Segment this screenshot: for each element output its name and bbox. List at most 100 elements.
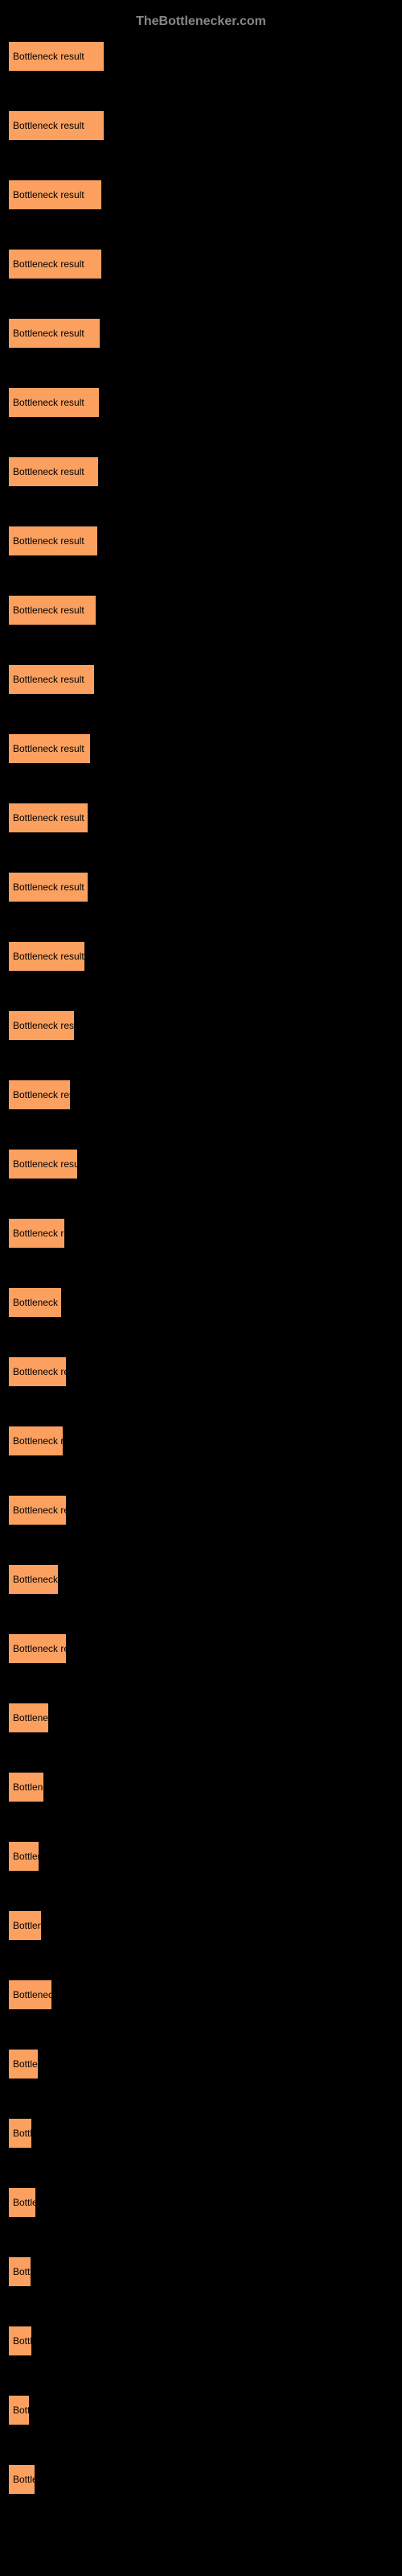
bottleneck-bar[interactable]: Bottleneck result	[8, 1426, 64, 1456]
bottleneck-bar[interactable]: Bottleneck resul	[8, 1287, 62, 1318]
bottleneck-bar[interactable]: Bottleneck resu	[8, 1564, 59, 1595]
bar-label: Bottleneck resu	[13, 1574, 58, 1585]
bar-row: Bottleneck result	[8, 803, 394, 833]
bar-label: Bottleneck result	[13, 605, 84, 616]
bar-row: Bottleneck result	[8, 664, 394, 695]
bar-label: Bottle	[13, 2266, 31, 2277]
bottleneck-bar[interactable]: Bottleneck result	[8, 733, 91, 764]
bar-row: Bottleneck result	[8, 387, 394, 418]
bar-label: Bottlene	[13, 2058, 38, 2070]
bottleneck-bar[interactable]: Bottleneck result	[8, 595, 96, 625]
bottleneck-bar[interactable]: Bottleneck result	[8, 1218, 65, 1249]
bottleneck-bar[interactable]: Bottleneck result	[8, 387, 100, 418]
bar-label: Bottleneck result	[13, 1020, 74, 1031]
bottleneck-bar[interactable]: Bottle	[8, 2256, 31, 2287]
bar-label: Bottleneck re	[13, 1989, 51, 2000]
bar-row: Bottleneck r	[8, 1703, 394, 1733]
bar-label: Bottleneck result	[13, 1366, 66, 1377]
header-link[interactable]: TheBottlenecker.com	[0, 8, 402, 41]
bottleneck-bar[interactable]: Bottleneck result	[8, 1149, 78, 1179]
bottleneck-bar[interactable]: Bottlene	[8, 1841, 39, 1872]
bottleneck-bar[interactable]: Bottleneck result	[8, 249, 102, 279]
bar-row: Bottle	[8, 2256, 394, 2287]
bar-value: 4.	[100, 41, 113, 72]
bottleneck-bar[interactable]: Bottleneck result	[8, 526, 98, 556]
bar-value: 4	[95, 526, 104, 556]
bar-row: Bottleneck result	[8, 595, 394, 625]
bottleneck-bar[interactable]: Bottleneck result	[8, 41, 105, 72]
bar-row: Bottlene	[8, 1841, 394, 1872]
bar-label: Bottleneck result	[13, 1505, 66, 1516]
bar-row: Bottleneck result	[8, 1010, 394, 1041]
bar-row: Bottleneck result 4	[8, 318, 394, 349]
bar-row: Bottleneck re	[8, 1979, 394, 2010]
bar-row: Bottleneck result	[8, 1218, 394, 1249]
bar-label: Bottleneck result	[13, 951, 84, 962]
bottleneck-bar[interactable]: Bottlen	[8, 2464, 35, 2495]
bar-row: Bottleneck result 4	[8, 180, 394, 210]
bar-label: Bottleneck result	[13, 1435, 63, 1447]
bar-value: 4	[96, 456, 105, 487]
bottleneck-bar[interactable]: Bottleneck result	[8, 1356, 67, 1387]
bar-label: Bottleneck result	[13, 535, 84, 547]
bottleneck-bar[interactable]: Bottlenec	[8, 1910, 42, 1941]
bottleneck-bar[interactable]: Bottlen	[8, 2187, 36, 2218]
bottleneck-bar[interactable]: Bottleneck result	[8, 180, 102, 210]
bar-row: Bottleneck result4.	[8, 110, 394, 141]
bottleneck-bar[interactable]: Bottleneck result	[8, 872, 88, 902]
bottleneck-bar[interactable]: Bottle	[8, 2118, 32, 2149]
bar-row: Bottleneck	[8, 1772, 394, 1802]
bar-row: Bottle	[8, 2118, 394, 2149]
bottleneck-bar[interactable]: Bottleneck result	[8, 1633, 67, 1664]
bar-row: Bottlenec	[8, 1910, 394, 1941]
bar-row: Bottleneck result 4	[8, 526, 394, 556]
bottleneck-bar[interactable]: Bottleneck result	[8, 1080, 71, 1110]
bar-label: Bottleneck result	[13, 1158, 77, 1170]
bar-value: 4	[99, 180, 108, 210]
bar-label: Bottleneck result	[13, 328, 84, 339]
bar-row: Bottlen	[8, 2187, 394, 2218]
bar-row: Bottlene	[8, 2049, 394, 2079]
bar-row: Bottleneck result4	[8, 456, 394, 487]
bottleneck-bar[interactable]: Bottleneck r	[8, 1703, 49, 1733]
bar-label: Bottle	[13, 2335, 31, 2347]
bar-value: 4	[98, 249, 107, 279]
bar-label: Bottleneck resul	[13, 1297, 61, 1308]
bottleneck-bar[interactable]: Bottleneck	[8, 1772, 44, 1802]
bar-row: Bottleneck result	[8, 1495, 394, 1525]
bar-label: Bottleneck result	[13, 258, 84, 270]
bar-row: Bottleneck result	[8, 872, 394, 902]
bar-row: Bottleneck result 4	[8, 249, 394, 279]
bar-value: 4	[97, 318, 106, 349]
bar-label: Bottleneck result	[13, 397, 84, 408]
bottleneck-bar[interactable]: Bottleneck result	[8, 456, 99, 487]
bottleneck-bar[interactable]: Bottleneck result	[8, 1010, 75, 1041]
bottleneck-bar[interactable]: Bottleneck result	[8, 318, 100, 349]
bottleneck-bar[interactable]: Bottl	[8, 2395, 30, 2425]
chart-container: Bottleneck result4.Bottleneck result4.Bo…	[0, 41, 402, 2495]
bar-label: Bottleneck result	[13, 1643, 66, 1654]
bar-row: Bottl	[8, 2395, 394, 2425]
bottleneck-bar[interactable]: Bottle	[8, 2326, 32, 2356]
bottleneck-bar[interactable]: Bottleneck re	[8, 1979, 52, 2010]
bar-label: Bottleneck result	[13, 812, 84, 824]
bar-value: 4.	[100, 110, 113, 141]
bar-row: Bottleneck result	[8, 1633, 394, 1664]
bar-row: Bottleneck result	[8, 1149, 394, 1179]
bar-label: Bottlenec	[13, 1920, 41, 1931]
bar-label: Bottleneck r	[13, 1712, 48, 1724]
bar-label: Bottlene	[13, 1851, 39, 1862]
bottleneck-bar[interactable]: Bottleneck result	[8, 803, 88, 833]
bar-label: Bottlen	[13, 2474, 35, 2485]
bottleneck-bar[interactable]: Bottleneck result	[8, 1495, 67, 1525]
bar-row: Bottleneck resu	[8, 1564, 394, 1595]
bottleneck-bar[interactable]: Bottleneck result	[8, 941, 85, 972]
bar-label: Bottleneck result	[13, 189, 84, 200]
bar-row: Bottleneck result	[8, 733, 394, 764]
bar-row: Bottle	[8, 2326, 394, 2356]
bottleneck-bar[interactable]: Bottleneck result	[8, 664, 95, 695]
bottleneck-bar[interactable]: Bottleneck result	[8, 110, 105, 141]
bar-row: Bottleneck resul	[8, 1287, 394, 1318]
bar-label: Bottleneck result	[13, 1228, 64, 1239]
bottleneck-bar[interactable]: Bottlene	[8, 2049, 39, 2079]
